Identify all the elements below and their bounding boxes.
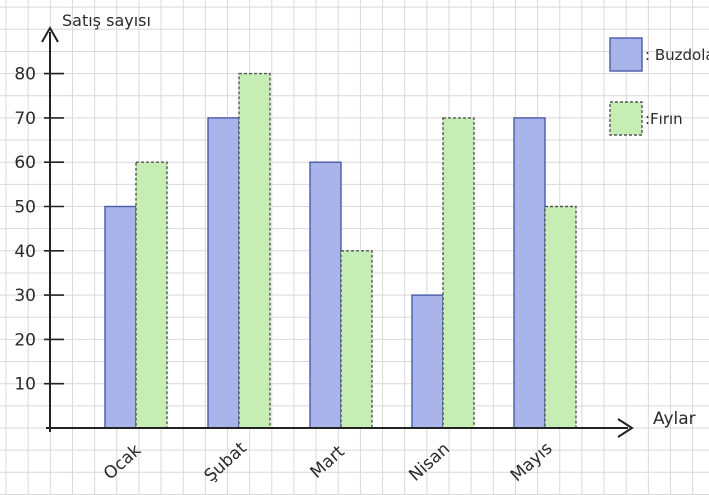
legend-swatch <box>609 37 643 72</box>
x-category-label: Mart <box>307 442 349 483</box>
legend: : Buzdolabı :Fırın <box>609 37 709 136</box>
legend-swatch <box>609 101 643 136</box>
x-category-label: Nisan <box>405 439 454 486</box>
bar-firin <box>135 161 168 429</box>
y-ticks: 10 20 30 40 50 60 70 80 <box>14 65 64 395</box>
bar-firin <box>544 205 577 429</box>
y-axis-title: Satış sayısı <box>62 11 151 30</box>
x-category-label: Şubat <box>201 438 251 486</box>
y-tick-label: 80 <box>14 65 36 85</box>
y-tick-label: 20 <box>14 330 36 350</box>
legend-label: :Fırın <box>645 110 683 128</box>
legend-label: : Buzdolabı <box>645 46 709 64</box>
y-tick-label: 10 <box>14 375 36 395</box>
y-tick-label: 60 <box>14 153 36 173</box>
x-axis-arrow <box>617 418 634 438</box>
x-axis-title: Aylar <box>653 409 696 429</box>
y-tick-label: 40 <box>14 242 36 262</box>
bars <box>104 72 577 429</box>
y-tick-label: 70 <box>14 109 36 129</box>
y-tick-label: 30 <box>14 286 36 306</box>
axes <box>41 25 634 438</box>
bar-buzdolabi <box>104 205 137 429</box>
bar-firin <box>442 117 475 429</box>
bar-firin <box>340 250 373 429</box>
x-labels: Ocak Şubat Mart Nisan Mayıs <box>100 438 557 486</box>
bar-buzdolabi <box>207 117 240 429</box>
bar-buzdolabi <box>309 161 342 429</box>
y-tick-label: 50 <box>14 198 36 218</box>
bar-firin <box>238 72 271 429</box>
bar-buzdolabi <box>411 294 444 429</box>
bar-buzdolabi <box>513 117 546 429</box>
x-category-label: Mayıs <box>507 438 557 486</box>
y-axis-arrow <box>41 25 59 43</box>
